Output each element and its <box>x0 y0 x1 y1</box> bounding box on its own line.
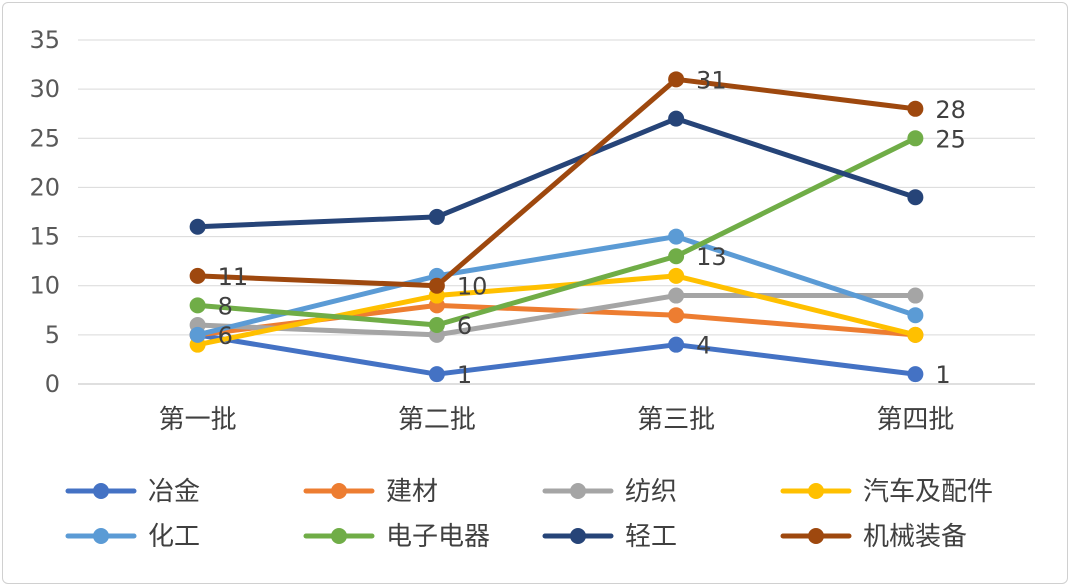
data-point <box>668 307 685 324</box>
legend-item: 化工 <box>65 522 200 552</box>
x-axis-categories: 第一批 第二批 第三批 第四批 <box>159 405 955 435</box>
data-label: 6 <box>218 322 233 350</box>
data-point <box>907 189 924 206</box>
data-point <box>907 287 924 304</box>
data-point <box>668 287 685 304</box>
data-label: 1 <box>935 361 950 389</box>
legend-item: 建材 <box>303 477 438 507</box>
legend-label: 化工 <box>148 522 200 552</box>
series-6 <box>189 110 924 235</box>
data-point <box>428 366 445 383</box>
legend-label: 冶金 <box>148 477 200 507</box>
y-tick-label: 25 <box>29 124 60 152</box>
series-3 <box>189 267 924 353</box>
data-point <box>907 130 924 147</box>
data-point <box>189 297 206 314</box>
legend-item: 汽车及配件 <box>780 477 993 507</box>
y-tick-label: 5 <box>45 321 60 349</box>
data-point <box>668 248 685 265</box>
legend-label: 纺织 <box>625 477 677 507</box>
series-5 <box>189 130 924 334</box>
data-point <box>189 326 206 343</box>
data-label: 1 <box>457 361 472 389</box>
legend-label: 建材 <box>386 477 438 507</box>
series-7 <box>189 71 924 294</box>
legend-marker <box>93 528 109 544</box>
y-tick-label: 30 <box>29 75 60 103</box>
x-category-label: 第一批 <box>159 405 237 435</box>
x-category-label: 第二批 <box>398 405 476 435</box>
legend-marker <box>808 528 824 544</box>
legend-item: 电子电器 <box>303 522 490 552</box>
y-tick-label: 0 <box>45 370 60 398</box>
data-label: 25 <box>935 125 966 153</box>
series-line <box>195 135 918 328</box>
data-point <box>907 326 924 343</box>
data-point <box>668 110 685 127</box>
series-line <box>195 332 918 377</box>
data-label: 28 <box>935 96 966 124</box>
data-label: 13 <box>696 243 727 271</box>
y-tick-label: 10 <box>29 272 60 300</box>
data-point <box>668 267 685 284</box>
data-point <box>668 71 685 88</box>
data-point <box>189 218 206 235</box>
series-line <box>195 116 918 230</box>
data-point <box>668 336 685 353</box>
series-line <box>195 234 918 338</box>
legend-marker <box>570 483 586 499</box>
data-point <box>189 267 206 284</box>
data-point <box>907 100 924 117</box>
data-label: 8 <box>218 292 233 320</box>
legend-marker <box>331 483 347 499</box>
x-category-label: 第四批 <box>876 405 954 435</box>
legend-item: 轻工 <box>542 522 677 552</box>
y-axis-ticks: 0 5 10 15 20 25 30 35 <box>29 26 60 398</box>
legend-marker <box>331 528 347 544</box>
series-line <box>195 273 918 348</box>
data-point <box>907 366 924 383</box>
data-label: 11 <box>218 263 249 291</box>
series-lines <box>189 71 924 383</box>
y-tick-label: 15 <box>29 223 60 251</box>
data-point <box>428 317 445 334</box>
data-label: 10 <box>457 273 488 301</box>
data-label: 6 <box>457 312 472 340</box>
data-point <box>907 307 924 324</box>
legend-label: 电子电器 <box>386 522 490 552</box>
data-point <box>668 228 685 245</box>
data-label: 4 <box>696 332 711 360</box>
legend-item: 冶金 <box>65 477 200 507</box>
x-category-label: 第三批 <box>637 405 715 435</box>
data-label: 31 <box>696 66 727 94</box>
series-line <box>195 293 918 338</box>
legend-label: 机械装备 <box>863 522 967 552</box>
legend-item: 纺织 <box>542 477 677 507</box>
legend-marker <box>570 528 586 544</box>
legend-item: 机械装备 <box>780 522 967 552</box>
series-1 <box>189 297 924 343</box>
legend-marker <box>808 483 824 499</box>
data-point <box>428 208 445 225</box>
series-line <box>195 76 918 289</box>
legend-label: 轻工 <box>625 522 677 552</box>
y-tick-label: 35 <box>29 26 60 54</box>
data-point <box>428 277 445 294</box>
legend-label: 汽车及配件 <box>863 477 993 507</box>
legend-marker <box>93 483 109 499</box>
y-tick-label: 20 <box>29 173 60 201</box>
